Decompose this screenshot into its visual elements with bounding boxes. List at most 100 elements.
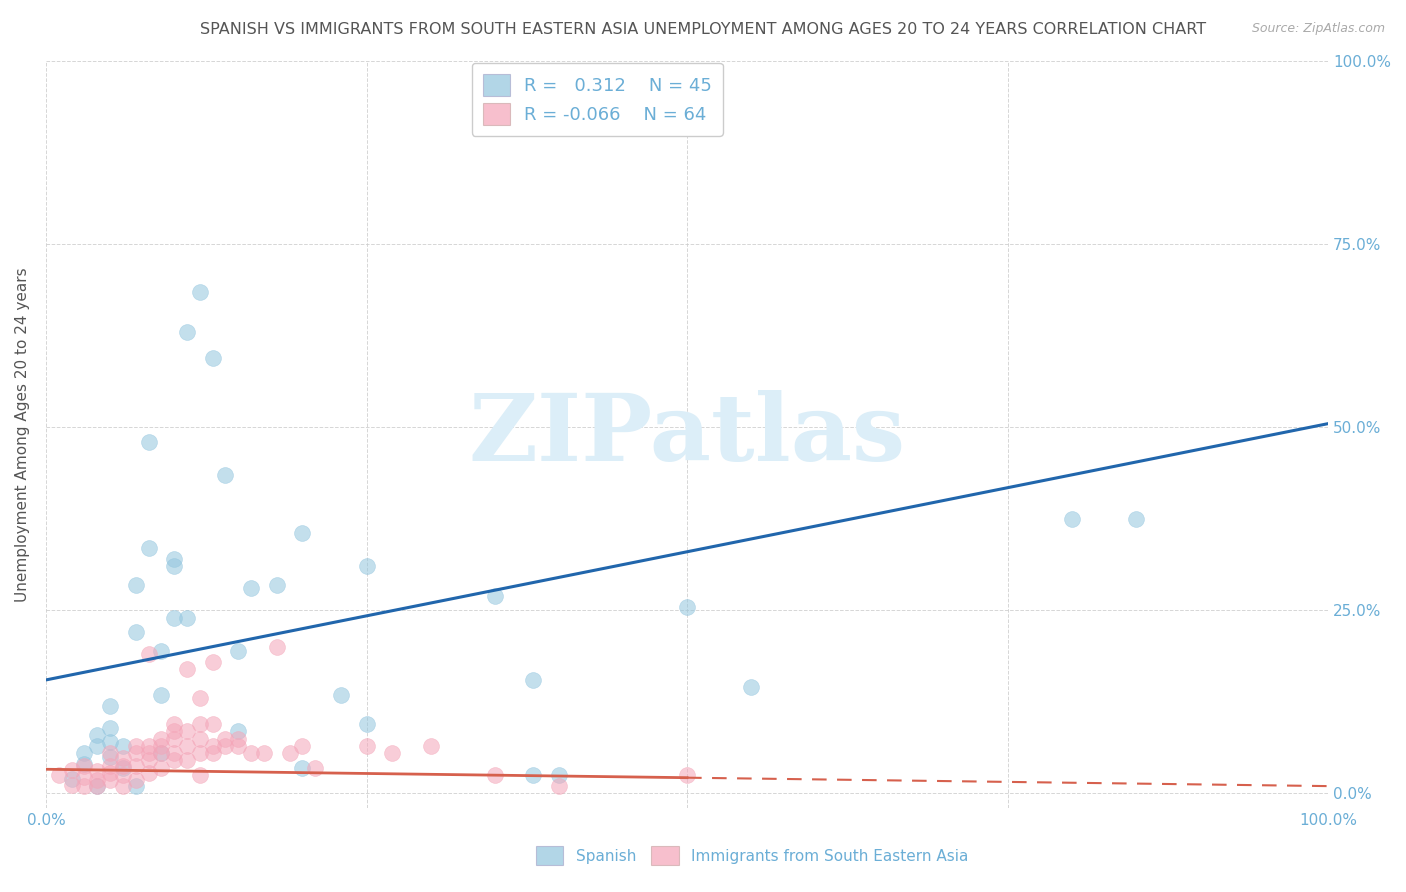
Point	[266, 640, 288, 654]
Point	[291, 739, 314, 753]
Text: Source: ZipAtlas.com: Source: ZipAtlas.com	[1251, 22, 1385, 36]
Point	[138, 648, 160, 662]
Point	[278, 746, 301, 760]
Point	[125, 739, 148, 753]
Point	[214, 731, 236, 746]
Point	[86, 773, 108, 788]
Point	[163, 552, 186, 566]
Point	[150, 643, 173, 657]
Point	[111, 758, 134, 772]
Point	[98, 749, 121, 764]
Point	[86, 728, 108, 742]
Point	[547, 779, 569, 793]
Point	[163, 754, 186, 768]
Point	[86, 764, 108, 779]
Y-axis label: Unemployment Among Ages 20 to 24 years: Unemployment Among Ages 20 to 24 years	[15, 268, 30, 602]
Point	[150, 761, 173, 775]
Point	[138, 541, 160, 555]
Point	[676, 599, 699, 614]
Point	[188, 717, 211, 731]
Point	[125, 758, 148, 772]
Point	[226, 724, 249, 739]
Point	[111, 761, 134, 775]
Point	[98, 746, 121, 760]
Point	[86, 779, 108, 793]
Point	[176, 325, 198, 339]
Point	[163, 559, 186, 574]
Point	[356, 559, 378, 574]
Point	[163, 746, 186, 760]
Point	[73, 758, 96, 772]
Point	[163, 610, 186, 624]
Point	[484, 589, 506, 603]
Point	[201, 655, 224, 669]
Point	[176, 754, 198, 768]
Point	[125, 625, 148, 640]
Point	[381, 746, 404, 760]
Point	[419, 739, 441, 753]
Point	[73, 770, 96, 784]
Point	[73, 746, 96, 760]
Point	[163, 724, 186, 739]
Point	[150, 746, 173, 760]
Point	[676, 768, 699, 782]
Point	[176, 610, 198, 624]
Point	[86, 779, 108, 793]
Point	[740, 680, 762, 694]
Point	[150, 746, 173, 760]
Point	[98, 766, 121, 780]
Point	[138, 434, 160, 449]
Point	[214, 739, 236, 753]
Point	[98, 698, 121, 713]
Point	[201, 739, 224, 753]
Point	[98, 721, 121, 735]
Point	[522, 673, 544, 687]
Point	[522, 768, 544, 782]
Point	[150, 688, 173, 702]
Point	[138, 754, 160, 768]
Point	[111, 739, 134, 753]
Point	[214, 467, 236, 482]
Point	[150, 731, 173, 746]
Point	[304, 761, 326, 775]
Legend: Spanish, Immigrants from South Eastern Asia: Spanish, Immigrants from South Eastern A…	[530, 840, 974, 871]
Point	[125, 578, 148, 592]
Point	[138, 746, 160, 760]
Point	[201, 746, 224, 760]
Point	[48, 768, 70, 782]
Point	[138, 766, 160, 780]
Point	[150, 739, 173, 753]
Point	[266, 578, 288, 592]
Point	[253, 746, 276, 760]
Point	[60, 778, 83, 792]
Point	[356, 717, 378, 731]
Point	[86, 739, 108, 753]
Point	[73, 779, 96, 793]
Point	[163, 731, 186, 746]
Point	[60, 763, 83, 777]
Point	[226, 739, 249, 753]
Point	[60, 772, 83, 786]
Point	[125, 773, 148, 788]
Point	[73, 757, 96, 772]
Text: SPANISH VS IMMIGRANTS FROM SOUTH EASTERN ASIA UNEMPLOYMENT AMONG AGES 20 TO 24 Y: SPANISH VS IMMIGRANTS FROM SOUTH EASTERN…	[200, 22, 1206, 37]
Point	[188, 285, 211, 299]
Point	[1125, 512, 1147, 526]
Point	[547, 768, 569, 782]
Point	[98, 735, 121, 749]
Point	[291, 526, 314, 541]
Point	[1060, 512, 1083, 526]
Point	[176, 662, 198, 676]
Point	[111, 768, 134, 782]
Point	[111, 779, 134, 793]
Point	[176, 739, 198, 753]
Point	[98, 773, 121, 788]
Point	[201, 351, 224, 365]
Point	[125, 746, 148, 760]
Point	[226, 643, 249, 657]
Point	[226, 731, 249, 746]
Point	[240, 582, 263, 596]
Point	[291, 761, 314, 775]
Point	[240, 746, 263, 760]
Point	[138, 739, 160, 753]
